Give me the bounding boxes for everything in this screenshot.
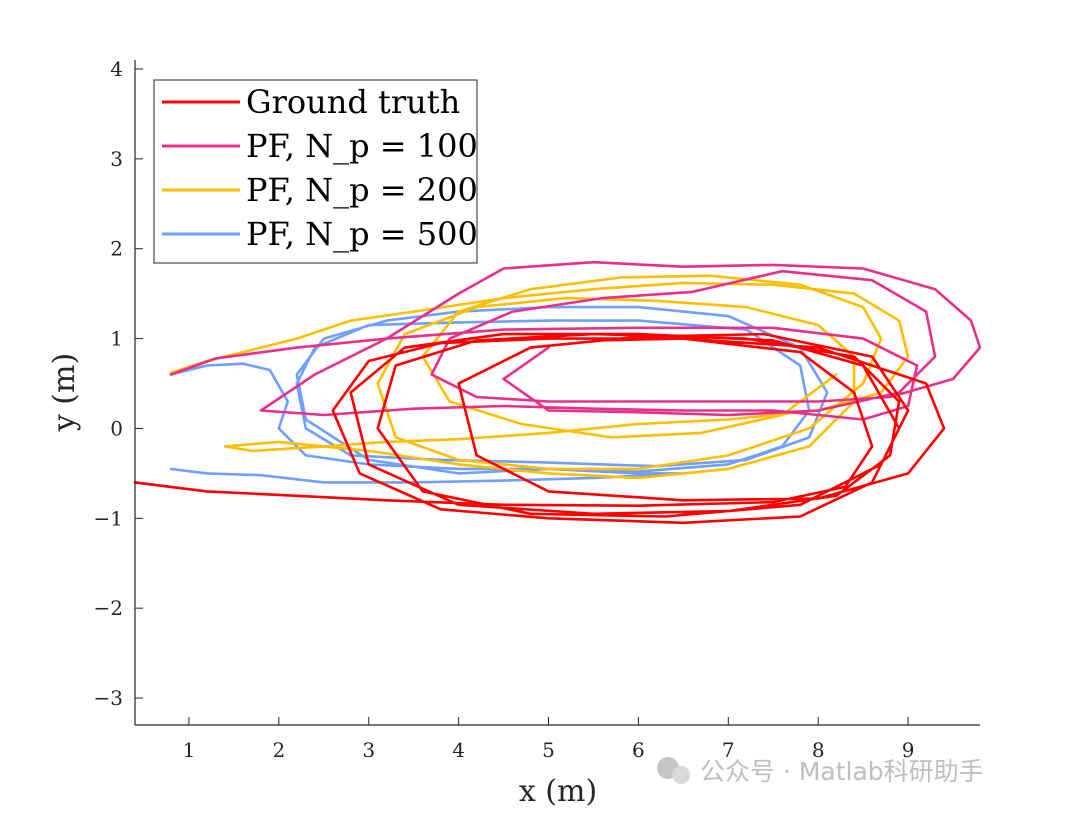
legend-item: PF, N_p = 500 <box>162 215 478 253</box>
y-tick-label: 3 <box>110 147 123 171</box>
y-tick-label: −1 <box>94 506 123 530</box>
x-tick-label: 1 <box>183 738 196 762</box>
x-tick-label: 3 <box>362 738 375 762</box>
x-tick-label: 4 <box>452 738 465 762</box>
legend: Ground truth PF, N_p = 100 PF, N_p = 200 PF… <box>153 79 478 264</box>
series-layer <box>133 260 982 525</box>
series-line-0 <box>133 332 946 525</box>
y-tick-label: −2 <box>94 596 123 620</box>
legend-label: PF, N_p = 200 <box>246 171 478 209</box>
wechat-icon-secondary <box>672 766 690 784</box>
x-tick-label: 5 <box>542 738 555 762</box>
axes <box>134 60 980 726</box>
watermark: 公众号 · Matlab科研助手 <box>657 757 984 786</box>
x-tick-label: 9 <box>902 738 915 762</box>
legend-label: Ground truth <box>246 83 460 121</box>
series-line-3 <box>169 305 829 484</box>
y-tick-label: 4 <box>110 57 123 81</box>
y-tick-label: 2 <box>110 237 123 261</box>
legend-item: PF, N_p = 200 <box>162 171 478 209</box>
x-tick-label: 6 <box>632 738 645 762</box>
y-axis-label: y (m) <box>47 353 82 432</box>
x-tick-label: 8 <box>812 738 825 762</box>
watermark-text: 公众号 · Matlab科研助手 <box>700 757 984 786</box>
legend-item: PF, N_p = 100 <box>162 127 478 165</box>
y-tick-label: −3 <box>94 686 123 710</box>
y-tick-label: 1 <box>110 327 123 351</box>
series-line-1 <box>169 260 982 421</box>
x-tick-label: 2 <box>272 738 285 762</box>
series-line-2 <box>169 274 910 480</box>
legend-item: Ground truth <box>162 83 460 121</box>
x-tick-label: 7 <box>722 738 735 762</box>
legend-label: PF, N_p = 100 <box>246 127 478 165</box>
legend-label: PF, N_p = 500 <box>246 215 478 253</box>
y-tick-label: 0 <box>110 416 123 440</box>
x-axis-label: x (m) <box>519 774 597 809</box>
ticks: 1 2 3 4 5 6 7 8 9 −3 −2 −1 0 1 2 3 4 <box>94 57 915 762</box>
